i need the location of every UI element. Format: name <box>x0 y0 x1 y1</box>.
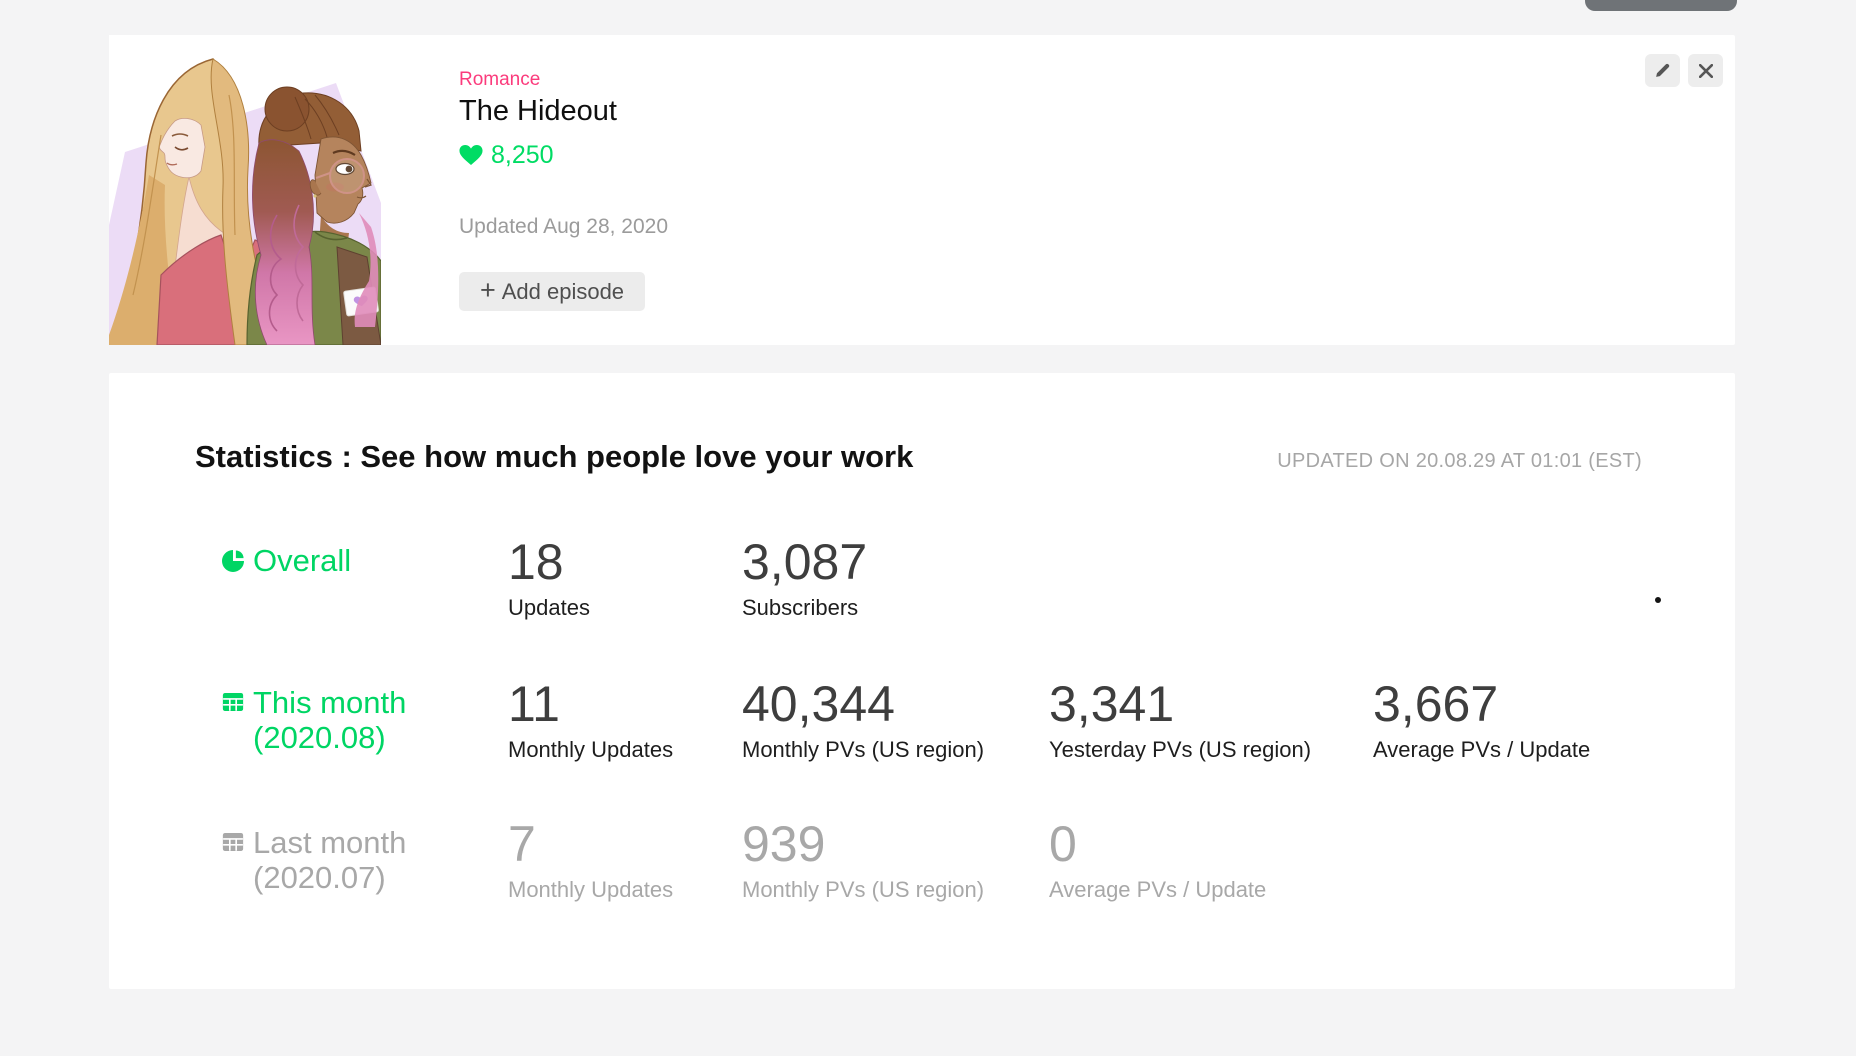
add-episode-button[interactable]: + Add episode <box>459 272 645 311</box>
metric-label: Monthly Updates <box>508 877 674 902</box>
metric-monthly-updates: 11 Monthly Updates <box>508 679 673 763</box>
row-label-this-month: This month (2020.08) <box>222 685 406 756</box>
metric-label: Average PVs / Update <box>1373 737 1591 762</box>
metric-value: 3,087 <box>742 534 868 590</box>
close-button[interactable] <box>1688 54 1723 87</box>
metric-value: 3,341 <box>1049 676 1175 732</box>
series-cover-art <box>109 35 381 345</box>
row-label-text: This month (2020.08) <box>253 685 407 756</box>
metric-value: 0 <box>1049 816 1077 872</box>
metric-value: 18 <box>508 534 564 590</box>
heart-icon <box>459 145 483 165</box>
metric-average-pvs: 0 Average PVs / Update <box>1049 819 1266 903</box>
metric-label: Updates <box>508 595 590 620</box>
edit-button[interactable] <box>1645 54 1680 87</box>
row-label-text: Last month (2020.07) <box>253 825 407 896</box>
row-label-overall: Overall <box>222 543 351 578</box>
metric-label: Monthly PVs (US region) <box>742 737 985 762</box>
metric-subscribers: 3,087 Subscribers <box>742 537 867 621</box>
metric-yesterday-pvs: 3,341 Yesterday PVs (US region) <box>1049 679 1311 763</box>
genre-label: Romance <box>459 69 541 90</box>
series-updated-date: Updated Aug 28, 2020 <box>459 215 669 238</box>
add-episode-label: Add episode <box>501 278 625 304</box>
plus-icon: + <box>479 275 496 305</box>
metric-value: 7 <box>508 816 536 872</box>
series-title: The Hideout <box>459 95 617 127</box>
metric-average-pvs: 3,667 Average PVs / Update <box>1373 679 1590 763</box>
likes-count: 8,250 <box>491 141 554 169</box>
row-label-last-month: Last month (2020.07) <box>222 825 406 896</box>
stats-heading: Statistics : See how much people love yo… <box>195 439 914 474</box>
stats-updated-on: UPDATED ON 20.08.29 AT 01:01 (EST) <box>1277 450 1642 472</box>
metric-value: 11 <box>508 676 560 732</box>
stray-dot <box>1655 597 1661 603</box>
metric-label: Monthly PVs (US region) <box>742 877 985 902</box>
close-icon <box>1698 63 1713 78</box>
likes-count-row: 8,250 <box>459 141 554 170</box>
metric-value: 3,667 <box>1373 676 1499 732</box>
pencil-icon <box>1656 63 1670 77</box>
metric-label: Average PVs / Update <box>1049 877 1267 902</box>
metric-monthly-pvs: 40,344 Monthly PVs (US region) <box>742 679 984 763</box>
metric-monthly-updates: 7 Monthly Updates <box>508 819 673 903</box>
row-label-text: Overall <box>253 543 352 578</box>
calendar-table-icon <box>222 692 244 712</box>
calendar-table-icon <box>222 832 244 852</box>
metric-label: Monthly Updates <box>508 737 674 762</box>
metric-label: Yesterday PVs (US region) <box>1049 737 1312 762</box>
metric-value: 939 <box>742 816 826 872</box>
metric-label: Subscribers <box>742 595 859 620</box>
metric-updates: 18 Updates <box>508 537 590 621</box>
pie-chart-icon <box>222 550 244 572</box>
metric-monthly-pvs: 939 Monthly PVs (US region) <box>742 819 984 903</box>
series-thumbnail[interactable] <box>109 35 381 345</box>
series-card: Romance The Hideout 8,250 Updated Aug 28… <box>109 35 1735 345</box>
statistics-card: Statistics : See how much people love yo… <box>109 373 1735 989</box>
collapsed-top-button[interactable] <box>1585 0 1737 11</box>
metric-value: 40,344 <box>742 676 895 732</box>
